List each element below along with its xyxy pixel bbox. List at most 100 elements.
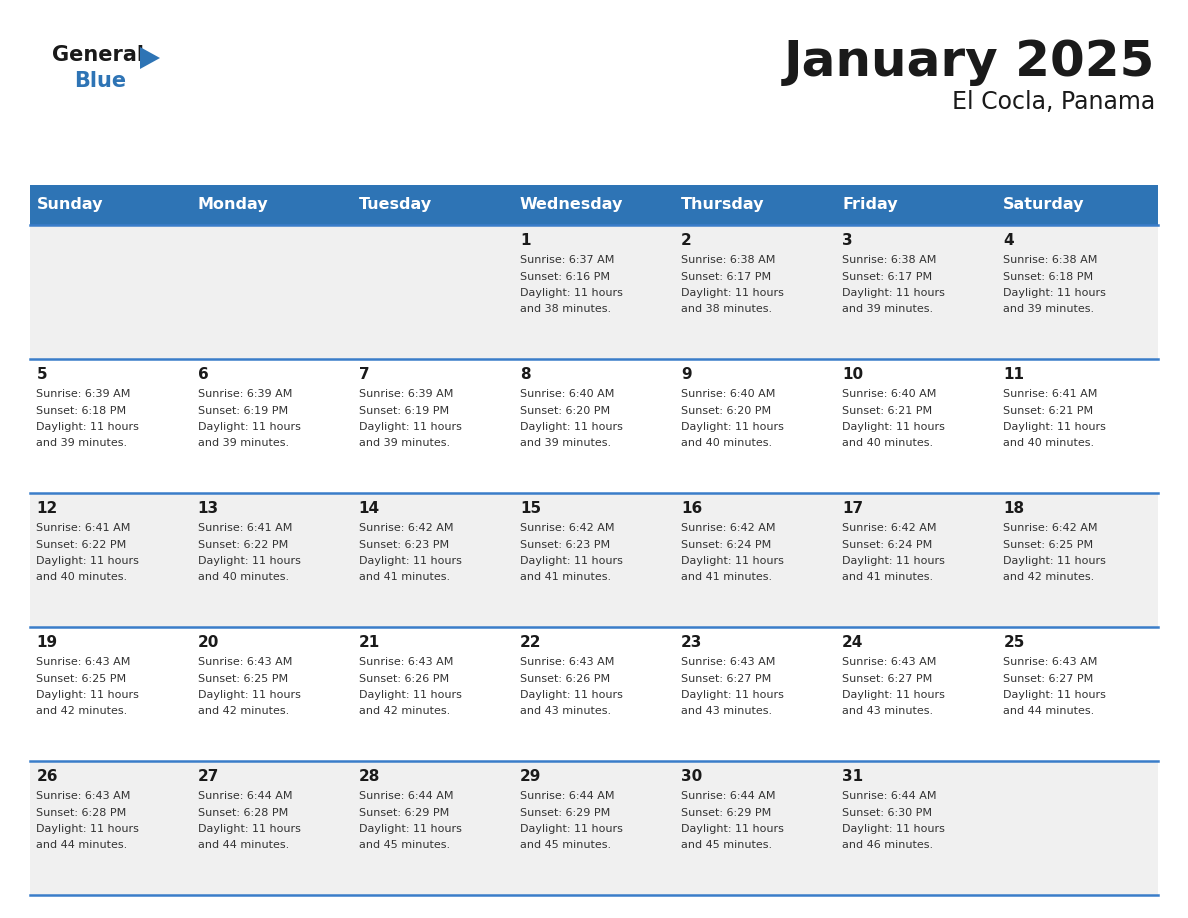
Text: 28: 28 [359, 769, 380, 784]
Text: Sunrise: 6:41 AM: Sunrise: 6:41 AM [197, 523, 292, 533]
Text: Daylight: 11 hours: Daylight: 11 hours [520, 556, 623, 566]
Text: and 45 minutes.: and 45 minutes. [681, 841, 772, 850]
Text: Sunrise: 6:43 AM: Sunrise: 6:43 AM [359, 657, 453, 667]
Text: 8: 8 [520, 367, 531, 382]
Text: Wednesday: Wednesday [520, 197, 624, 212]
Text: General: General [52, 45, 144, 65]
Text: Daylight: 11 hours: Daylight: 11 hours [681, 690, 784, 700]
Text: 15: 15 [520, 501, 541, 516]
Text: and 39 minutes.: and 39 minutes. [520, 439, 611, 449]
Text: 31: 31 [842, 769, 864, 784]
Text: 21: 21 [359, 635, 380, 650]
Text: and 40 minutes.: and 40 minutes. [681, 439, 772, 449]
Text: 20: 20 [197, 635, 219, 650]
Text: and 45 minutes.: and 45 minutes. [520, 841, 611, 850]
Text: Sunrise: 6:44 AM: Sunrise: 6:44 AM [681, 791, 776, 801]
Text: Daylight: 11 hours: Daylight: 11 hours [359, 422, 462, 432]
Text: and 39 minutes.: and 39 minutes. [842, 305, 934, 315]
Text: Sunset: 6:17 PM: Sunset: 6:17 PM [842, 272, 933, 282]
Text: Sunset: 6:24 PM: Sunset: 6:24 PM [842, 540, 933, 550]
Text: and 39 minutes.: and 39 minutes. [37, 439, 127, 449]
Text: and 39 minutes.: and 39 minutes. [1004, 305, 1094, 315]
Polygon shape [140, 47, 160, 69]
Text: Sunset: 6:20 PM: Sunset: 6:20 PM [520, 406, 609, 416]
Text: Sunset: 6:22 PM: Sunset: 6:22 PM [197, 540, 287, 550]
Text: Monday: Monday [197, 197, 268, 212]
Text: and 43 minutes.: and 43 minutes. [520, 707, 611, 717]
Text: and 44 minutes.: and 44 minutes. [37, 841, 127, 850]
Text: Daylight: 11 hours: Daylight: 11 hours [197, 690, 301, 700]
Text: and 40 minutes.: and 40 minutes. [842, 439, 934, 449]
Text: Sunrise: 6:41 AM: Sunrise: 6:41 AM [1004, 389, 1098, 399]
Text: Daylight: 11 hours: Daylight: 11 hours [359, 824, 462, 834]
Text: and 42 minutes.: and 42 minutes. [197, 707, 289, 717]
Text: Sunset: 6:20 PM: Sunset: 6:20 PM [681, 406, 771, 416]
Text: Daylight: 11 hours: Daylight: 11 hours [37, 690, 139, 700]
Text: and 43 minutes.: and 43 minutes. [842, 707, 934, 717]
Text: and 41 minutes.: and 41 minutes. [520, 573, 611, 583]
Text: Daylight: 11 hours: Daylight: 11 hours [681, 288, 784, 298]
Text: 10: 10 [842, 367, 864, 382]
Text: Sunset: 6:26 PM: Sunset: 6:26 PM [520, 674, 609, 684]
Text: Sunrise: 6:39 AM: Sunrise: 6:39 AM [197, 389, 292, 399]
Text: Sunrise: 6:42 AM: Sunrise: 6:42 AM [359, 523, 454, 533]
Text: Daylight: 11 hours: Daylight: 11 hours [37, 824, 139, 834]
Text: Sunset: 6:23 PM: Sunset: 6:23 PM [520, 540, 609, 550]
Text: 27: 27 [197, 769, 219, 784]
Text: Sunset: 6:19 PM: Sunset: 6:19 PM [359, 406, 449, 416]
Text: 14: 14 [359, 501, 380, 516]
Text: and 40 minutes.: and 40 minutes. [37, 573, 127, 583]
Text: Daylight: 11 hours: Daylight: 11 hours [37, 556, 139, 566]
Text: Daylight: 11 hours: Daylight: 11 hours [197, 556, 301, 566]
Text: Sunrise: 6:41 AM: Sunrise: 6:41 AM [37, 523, 131, 533]
Text: Sunset: 6:18 PM: Sunset: 6:18 PM [1004, 272, 1093, 282]
Text: Daylight: 11 hours: Daylight: 11 hours [520, 422, 623, 432]
Text: Sunrise: 6:38 AM: Sunrise: 6:38 AM [1004, 255, 1098, 265]
Text: 6: 6 [197, 367, 208, 382]
Text: Daylight: 11 hours: Daylight: 11 hours [1004, 422, 1106, 432]
Text: Daylight: 11 hours: Daylight: 11 hours [1004, 690, 1106, 700]
Text: Thursday: Thursday [681, 197, 765, 212]
Text: Friday: Friday [842, 197, 898, 212]
Text: Sunrise: 6:40 AM: Sunrise: 6:40 AM [842, 389, 936, 399]
Text: Sunrise: 6:40 AM: Sunrise: 6:40 AM [520, 389, 614, 399]
Text: and 44 minutes.: and 44 minutes. [197, 841, 289, 850]
Text: 4: 4 [1004, 233, 1013, 248]
Bar [30, 493, 1158, 627]
Text: 11: 11 [1004, 367, 1024, 382]
Text: Daylight: 11 hours: Daylight: 11 hours [681, 824, 784, 834]
Text: Daylight: 11 hours: Daylight: 11 hours [842, 690, 944, 700]
Text: and 46 minutes.: and 46 minutes. [842, 841, 934, 850]
Text: and 45 minutes.: and 45 minutes. [359, 841, 450, 850]
Text: Sunrise: 6:40 AM: Sunrise: 6:40 AM [681, 389, 776, 399]
Text: 7: 7 [359, 367, 369, 382]
Text: Daylight: 11 hours: Daylight: 11 hours [842, 422, 944, 432]
Text: and 42 minutes.: and 42 minutes. [37, 707, 127, 717]
Text: Sunset: 6:28 PM: Sunset: 6:28 PM [37, 808, 127, 818]
Text: 23: 23 [681, 635, 702, 650]
Text: Daylight: 11 hours: Daylight: 11 hours [197, 824, 301, 834]
Text: Sunset: 6:25 PM: Sunset: 6:25 PM [37, 674, 127, 684]
Text: Sunset: 6:27 PM: Sunset: 6:27 PM [681, 674, 771, 684]
Text: and 38 minutes.: and 38 minutes. [681, 305, 772, 315]
Text: and 38 minutes.: and 38 minutes. [520, 305, 611, 315]
Text: Sunset: 6:29 PM: Sunset: 6:29 PM [520, 808, 611, 818]
Text: Sunset: 6:27 PM: Sunset: 6:27 PM [1004, 674, 1093, 684]
Text: Sunrise: 6:42 AM: Sunrise: 6:42 AM [520, 523, 614, 533]
Text: 5: 5 [37, 367, 48, 382]
Text: Sunrise: 6:43 AM: Sunrise: 6:43 AM [37, 657, 131, 667]
Text: Daylight: 11 hours: Daylight: 11 hours [1004, 288, 1106, 298]
Text: Sunrise: 6:42 AM: Sunrise: 6:42 AM [842, 523, 936, 533]
Text: Sunrise: 6:43 AM: Sunrise: 6:43 AM [37, 791, 131, 801]
Text: Sunset: 6:28 PM: Sunset: 6:28 PM [197, 808, 287, 818]
Text: Sunrise: 6:44 AM: Sunrise: 6:44 AM [520, 791, 614, 801]
Text: Sunset: 6:17 PM: Sunset: 6:17 PM [681, 272, 771, 282]
Text: Sunrise: 6:44 AM: Sunrise: 6:44 AM [197, 791, 292, 801]
Text: 19: 19 [37, 635, 57, 650]
Text: Sunrise: 6:43 AM: Sunrise: 6:43 AM [520, 657, 614, 667]
Text: 3: 3 [842, 233, 853, 248]
Text: Sunrise: 6:42 AM: Sunrise: 6:42 AM [681, 523, 776, 533]
Text: Sunset: 6:26 PM: Sunset: 6:26 PM [359, 674, 449, 684]
Text: Sunset: 6:25 PM: Sunset: 6:25 PM [197, 674, 287, 684]
Text: Daylight: 11 hours: Daylight: 11 hours [37, 422, 139, 432]
